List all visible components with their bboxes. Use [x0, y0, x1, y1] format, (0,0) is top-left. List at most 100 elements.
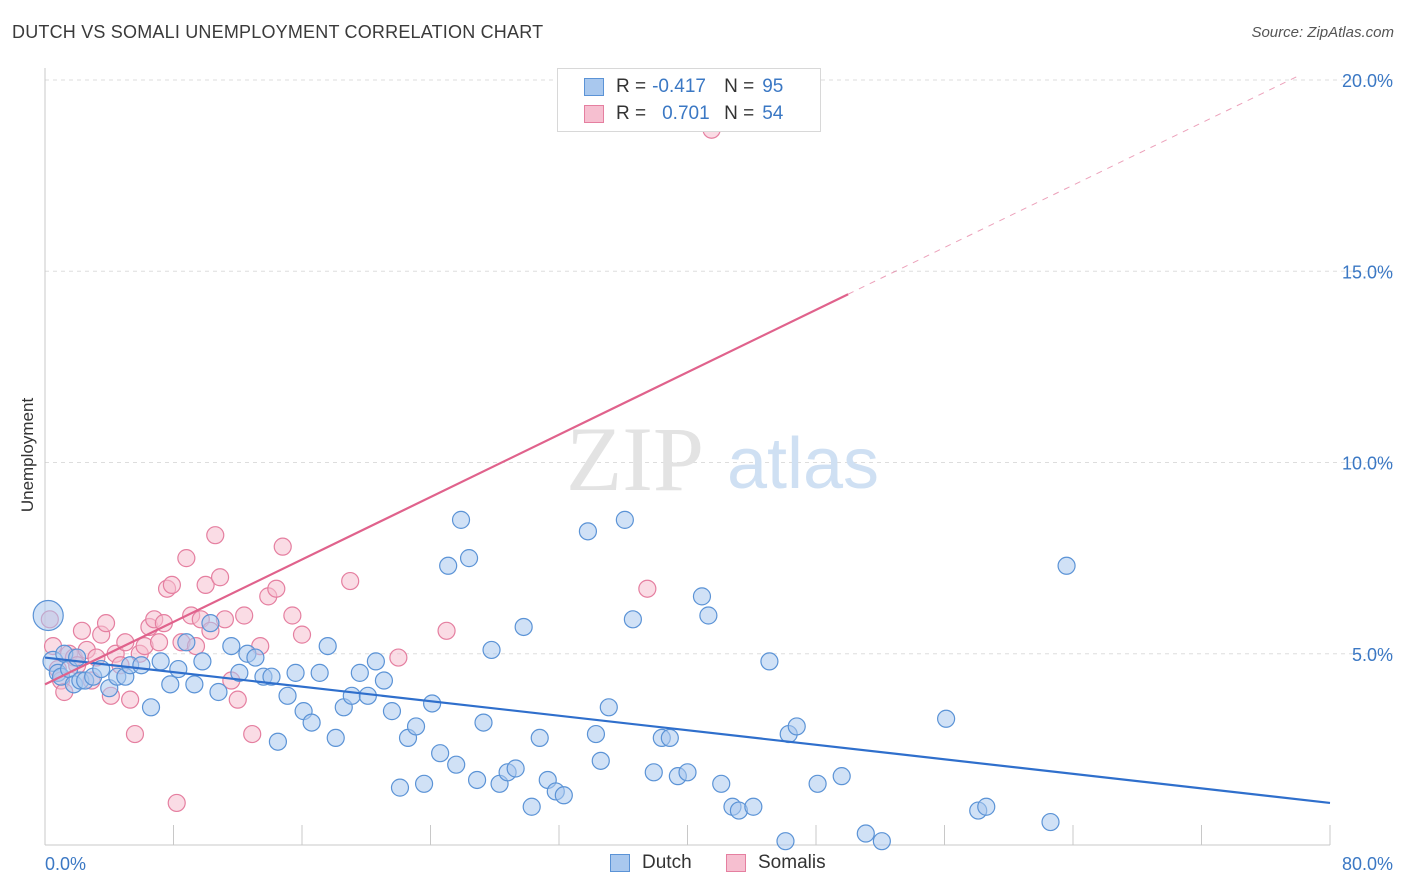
dutch-point	[712, 774, 731, 793]
series-legend: Dutch Somalis	[0, 852, 1406, 876]
grid-lines	[45, 79, 1395, 655]
dutch-point	[482, 640, 501, 660]
y-axis-label: Unemployment	[18, 397, 37, 513]
legend-item-dutch: Dutch	[610, 852, 692, 874]
dutch-point	[246, 648, 265, 667]
dutch-point	[856, 824, 875, 843]
axes	[44, 68, 1331, 846]
trend-lines	[44, 75, 1331, 805]
dutch-point	[872, 832, 891, 851]
dutch-point	[760, 652, 779, 671]
dutch-point	[374, 671, 394, 690]
n-label: N =	[724, 103, 755, 124]
dutch-point	[776, 832, 795, 851]
stats-legend: R = -0.417 N = 95 R = 0.701 N = 54	[557, 68, 821, 132]
dutch-point	[431, 744, 450, 763]
legend-label-somalis: Somalis	[758, 852, 826, 873]
dutch-point	[522, 797, 541, 816]
dutch-point	[423, 694, 442, 713]
dutch-point	[591, 751, 610, 770]
dutch-point	[1041, 812, 1060, 832]
dutch-point	[222, 636, 241, 656]
dutch-point	[151, 652, 170, 671]
r-label: R =	[616, 76, 647, 97]
r-value: 0.701	[662, 103, 710, 124]
somali-point	[96, 614, 116, 633]
dutch-point	[318, 636, 337, 656]
dutch-point	[406, 717, 426, 736]
somali-point	[210, 568, 230, 587]
dutch-point	[390, 778, 410, 797]
dutch-point	[201, 614, 220, 633]
dutch-point	[459, 549, 479, 568]
dutch-point	[644, 763, 663, 782]
dutch-point	[808, 774, 827, 793]
r-label: R =	[616, 103, 647, 124]
somali-swatch	[584, 105, 604, 123]
dutch-point	[615, 510, 634, 529]
x-tick-label: 0.0%	[45, 854, 86, 874]
dutch-point	[977, 797, 996, 816]
dutch-point	[530, 728, 549, 748]
chart-title: DUTCH VS SOMALI UNEMPLOYMENT CORRELATION…	[12, 22, 544, 42]
dutch-point	[586, 724, 606, 744]
dutch-point	[678, 763, 697, 782]
dutch-point	[161, 675, 180, 694]
somali-point	[638, 579, 657, 598]
somali-trend-extension	[847, 75, 1299, 295]
dutch-point	[209, 682, 228, 702]
somali-point	[292, 625, 312, 644]
y-tick-label: 20.0%	[1342, 71, 1393, 91]
dutch-point	[623, 610, 642, 629]
dutch-trend-line	[44, 656, 1331, 805]
dutch-point	[185, 675, 204, 694]
dutch-point	[692, 587, 712, 606]
somali-point	[162, 575, 181, 595]
dutch-point	[230, 663, 249, 682]
somali-point	[228, 690, 247, 709]
legend-row-somalis: R = 0.701 N = 54	[584, 102, 783, 126]
dutch-point	[310, 663, 329, 682]
somali-point	[437, 621, 456, 640]
x-tick-label: 80.0%	[1342, 854, 1393, 874]
dutch-point	[660, 728, 679, 748]
dutch-point	[414, 774, 434, 793]
dutch-point	[1057, 556, 1076, 575]
y-tick-label: 15.0%	[1342, 262, 1393, 282]
dutch-point	[32, 599, 64, 632]
dutch-swatch	[584, 78, 604, 96]
dutch-legend-swatch	[610, 854, 630, 872]
somali-point	[167, 793, 186, 813]
dutch-point	[744, 797, 763, 816]
y-tick-label: 5.0%	[1352, 645, 1393, 665]
dutch-point	[578, 522, 598, 541]
somali-point	[341, 571, 360, 591]
somali-point	[196, 575, 215, 595]
somali-point	[125, 724, 145, 744]
somali-point	[177, 549, 196, 568]
somali-point	[273, 537, 292, 556]
dutch-point	[193, 652, 212, 671]
dutch-point	[366, 652, 385, 671]
n-value: 95	[762, 76, 784, 97]
dutch-point	[474, 713, 493, 732]
dutch-point	[262, 667, 281, 686]
dutch-point	[451, 510, 471, 529]
somali-point	[206, 526, 225, 545]
dutch-point	[278, 686, 297, 705]
n-label: N =	[724, 76, 755, 97]
n-value: 54	[762, 103, 784, 124]
somali-point	[267, 579, 286, 598]
somali-trend-line	[44, 293, 849, 686]
somali-point	[149, 633, 169, 652]
watermark: ZIP atlas	[566, 408, 879, 510]
somali-point	[389, 648, 408, 667]
somali-point	[72, 621, 92, 640]
dutch-point	[342, 686, 361, 705]
legend-row-dutch: R = -0.417 N = 95	[584, 75, 783, 99]
dutch-point	[177, 633, 196, 652]
somali-point	[283, 606, 302, 625]
somali-point	[235, 606, 254, 625]
dutch-point	[268, 732, 288, 751]
